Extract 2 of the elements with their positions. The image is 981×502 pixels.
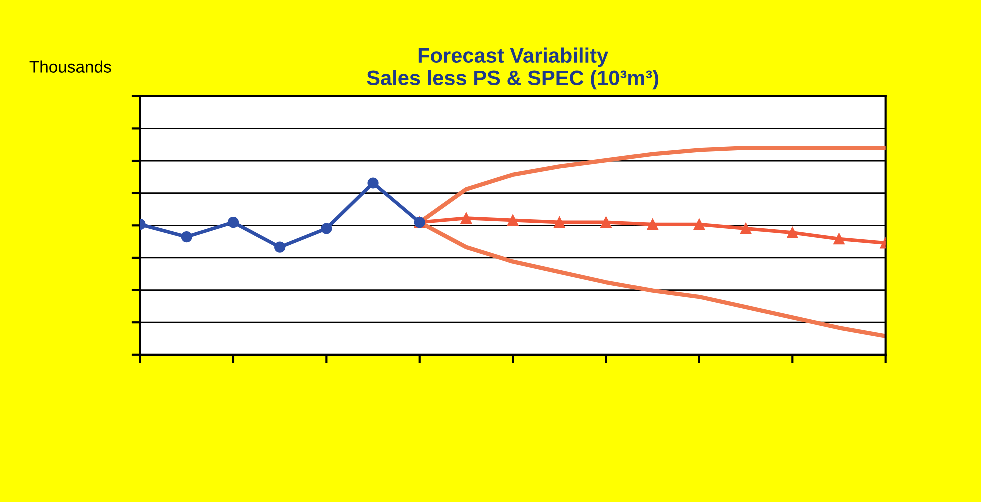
y-axis-title: Thousands bbox=[30, 60, 112, 73]
chart-title: Forecast Variability Sales less PS & SPEC (10³m³) bbox=[367, 48, 659, 90]
